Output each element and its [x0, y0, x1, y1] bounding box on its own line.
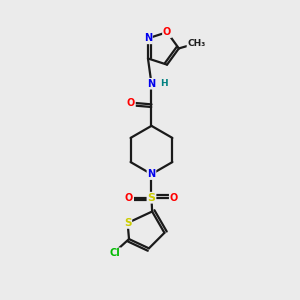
Text: O: O — [125, 193, 133, 203]
Text: N: N — [144, 33, 152, 43]
Text: N: N — [147, 79, 155, 89]
Text: H: H — [160, 79, 168, 88]
Text: S: S — [124, 218, 131, 228]
Text: O: O — [127, 98, 135, 108]
Text: O: O — [170, 193, 178, 203]
Text: N: N — [147, 169, 155, 179]
Text: Cl: Cl — [110, 248, 121, 258]
Text: S: S — [148, 193, 155, 203]
Text: O: O — [163, 27, 171, 37]
Text: CH₃: CH₃ — [188, 40, 206, 49]
